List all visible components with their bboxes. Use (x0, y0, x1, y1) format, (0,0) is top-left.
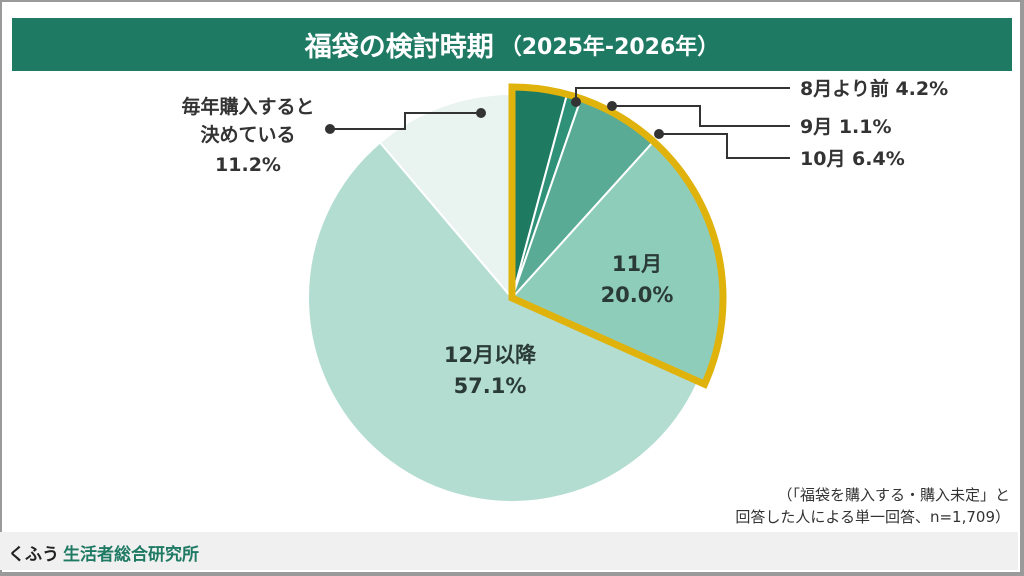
leader-dot (654, 129, 664, 139)
leader-dot (476, 108, 486, 118)
footnote-line-2: 回答した人による単一回答、n=1,709） (735, 508, 1010, 526)
footnote-line-1: （「福袋を購入する・購入未定」と (777, 486, 1010, 504)
pie-slice-4 (306, 141, 700, 503)
leader-dot (571, 97, 581, 107)
label-every-year-value: 11.2% (215, 154, 281, 176)
pie-slice-5 (378, 92, 513, 301)
brand-name: くふう (8, 545, 59, 565)
leader-line-sep (612, 105, 790, 127)
label-oct: 10月 6.4% (800, 148, 905, 170)
label-dec: 12月以降 (444, 343, 537, 367)
leader-line-oct (659, 133, 790, 159)
chart-subtitle: （2025年-2026年） (499, 34, 720, 60)
footer: くふう 生活者総合研究所 (0, 532, 1018, 570)
label-aug: 8月より前 4.2% (800, 77, 948, 100)
leader-line-every-year (330, 112, 481, 130)
leader-dot (325, 124, 335, 134)
brand-logo: くふう 生活者総合研究所 (8, 540, 199, 565)
label-nov: 11月 (612, 252, 662, 276)
label-dec-value: 57.1% (454, 374, 527, 398)
chart-title: 福袋の検討時期 (304, 32, 494, 63)
label-nov-value: 20.0% (601, 283, 674, 307)
label-every-year-2: 決めている (200, 124, 295, 146)
brand-division: 生活者総合研究所 (63, 545, 199, 565)
footnote: （「福袋を購入する・購入未定」と 回答した人による単一回答、n=1,709） (735, 484, 1010, 528)
label-sep: 9月 1.1% (800, 116, 892, 138)
label-every-year-1: 毎年購入すると (181, 95, 314, 118)
leader-line-aug (575, 87, 790, 102)
chart-title-bar: 福袋の検討時期 （2025年-2026年） (12, 18, 1012, 71)
highlight-outline (508, 83, 727, 389)
leader-dot (607, 101, 617, 111)
